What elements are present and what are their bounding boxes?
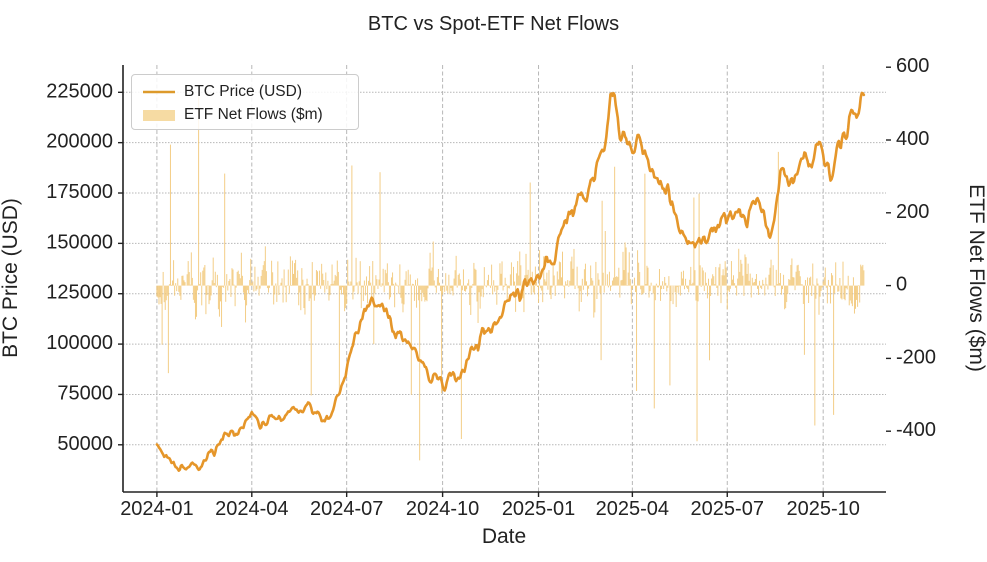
svg-text:200: 200 (896, 201, 929, 223)
svg-text:175000: 175000 (46, 181, 113, 203)
svg-text:BTC Price (USD): BTC Price (USD) (0, 198, 22, 358)
svg-text:2024-04: 2024-04 (215, 498, 288, 520)
svg-text:2025-01: 2025-01 (502, 498, 575, 520)
svg-text:150000: 150000 (46, 231, 113, 253)
svg-text:2024-07: 2024-07 (310, 498, 383, 520)
svg-text:100000: 100000 (46, 332, 113, 354)
svg-text:200000: 200000 (46, 131, 113, 153)
svg-text:2024-01: 2024-01 (120, 498, 193, 520)
svg-text:2025-10: 2025-10 (786, 498, 859, 520)
svg-text:2024-10: 2024-10 (406, 498, 479, 520)
svg-text:125000: 125000 (46, 282, 113, 304)
svg-text:ETF Net Flows ($m): ETF Net Flows ($m) (965, 184, 987, 372)
svg-text:75000: 75000 (57, 382, 113, 404)
svg-text:Date: Date (482, 525, 526, 548)
svg-text:225000: 225000 (46, 80, 113, 102)
svg-text:2025-07: 2025-07 (691, 498, 764, 520)
svg-text:2025-04: 2025-04 (596, 498, 669, 520)
svg-text:600: 600 (896, 55, 929, 77)
svg-text:-400: -400 (896, 419, 936, 441)
svg-text:0: 0 (896, 274, 907, 296)
svg-text:-200: -200 (896, 346, 936, 368)
svg-text:400: 400 (896, 128, 929, 150)
svg-text:50000: 50000 (57, 433, 113, 455)
